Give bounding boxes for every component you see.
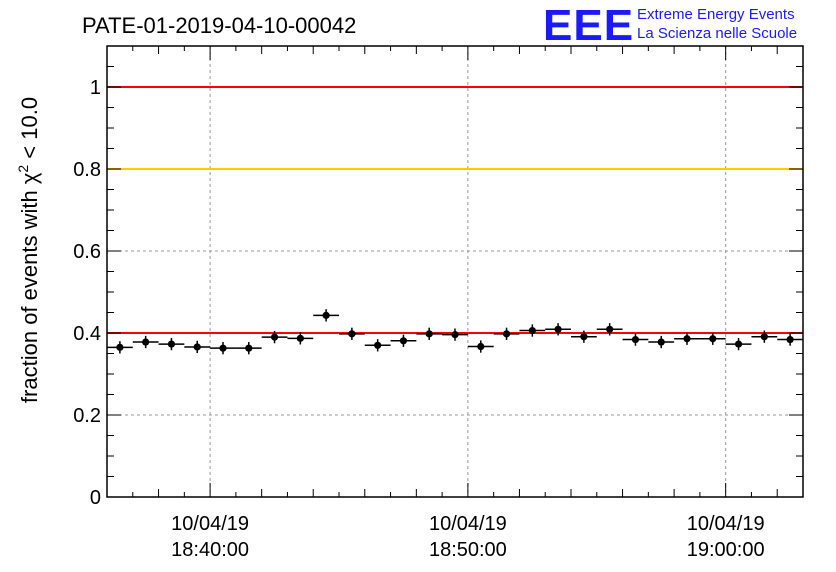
data-point — [364, 339, 391, 352]
y-tick-label: 0.4 — [73, 323, 101, 345]
marker — [245, 344, 253, 352]
y-tick-label: 0.6 — [73, 241, 101, 263]
marker — [734, 340, 743, 348]
axes: 0 0.2 0.4 0.6 0.8 1 10/04/19 18:40:00 10/04/19 18… — [73, 45, 804, 561]
x-tick-label-time: 18:40:00 — [171, 539, 249, 561]
data-point — [777, 333, 803, 346]
plot-frame — [106, 45, 804, 498]
grid — [107, 46, 803, 497]
marker — [219, 344, 227, 352]
data-point — [210, 342, 236, 355]
eee-logo: EEE Extreme Energy Events La Scienza nel… — [543, 1, 797, 50]
data-point — [648, 335, 675, 349]
marker — [167, 340, 176, 348]
reference-lines — [107, 86, 803, 334]
data-point — [184, 340, 211, 354]
data-point — [158, 337, 185, 351]
data-points — [107, 309, 803, 355]
x-tick-label-time: 19:00:00 — [687, 539, 765, 561]
data-point — [235, 342, 262, 355]
data-point — [545, 323, 571, 336]
data-point — [313, 309, 339, 322]
marker — [760, 333, 768, 341]
marker — [554, 325, 562, 333]
data-point — [416, 327, 443, 340]
data-point — [493, 327, 520, 340]
marker — [399, 337, 408, 345]
y-axis-label-prefix: fraction of events with χ — [17, 172, 42, 403]
marker — [425, 330, 433, 338]
x-tick-label-time: 18:50:00 — [429, 539, 507, 561]
marker — [296, 334, 304, 342]
data-point — [339, 327, 365, 340]
data-point — [596, 323, 623, 336]
marker — [374, 341, 382, 349]
logo-line-2: La Scienza nelle Scuole — [637, 25, 797, 42]
data-point — [751, 330, 778, 343]
y-axis-label-suffix: < 10.0 — [17, 97, 42, 165]
data-point — [287, 332, 314, 345]
data-point — [699, 332, 726, 345]
marker — [683, 335, 691, 343]
x-tick-label-date: 10/04/19 — [687, 513, 765, 535]
x-tick-label-date: 10/04/19 — [171, 513, 249, 535]
marker — [709, 335, 717, 343]
logo-line-1: Extreme Energy Events — [637, 6, 795, 23]
y-tick-label: 0.2 — [73, 405, 101, 427]
marker — [270, 333, 279, 341]
data-point — [261, 330, 288, 344]
data-point — [725, 337, 752, 351]
marker — [580, 333, 588, 341]
marker — [142, 338, 150, 346]
marker — [116, 343, 124, 351]
marker — [657, 338, 665, 346]
marker — [477, 342, 485, 351]
y-axis-label-sup: 2 — [15, 165, 31, 173]
data-point — [519, 324, 546, 337]
chart-title: PATE-01-2019-04-10-00042 — [82, 13, 356, 38]
logo-mark: EEE — [543, 1, 634, 50]
y-tick-label: 1 — [90, 77, 101, 99]
marker — [502, 330, 511, 338]
data-point — [390, 334, 417, 347]
data-point — [132, 335, 159, 349]
y-tick-label: 0.8 — [73, 159, 101, 181]
data-point — [107, 341, 133, 354]
marker — [348, 330, 356, 338]
marker — [528, 326, 536, 335]
data-point — [467, 340, 494, 353]
marker — [606, 325, 614, 333]
marker — [193, 343, 201, 351]
marker — [451, 331, 459, 339]
data-point — [622, 333, 649, 346]
y-tick-label: 0 — [90, 487, 101, 509]
data-point — [674, 332, 700, 345]
x-tick-label-date: 10/04/19 — [429, 513, 507, 535]
data-point — [571, 330, 597, 343]
marker — [631, 335, 640, 344]
marker — [786, 335, 794, 344]
marker — [322, 311, 330, 319]
data-point — [442, 328, 468, 341]
y-axis-label: fraction of events with χ2 < 10.0 — [15, 97, 42, 403]
